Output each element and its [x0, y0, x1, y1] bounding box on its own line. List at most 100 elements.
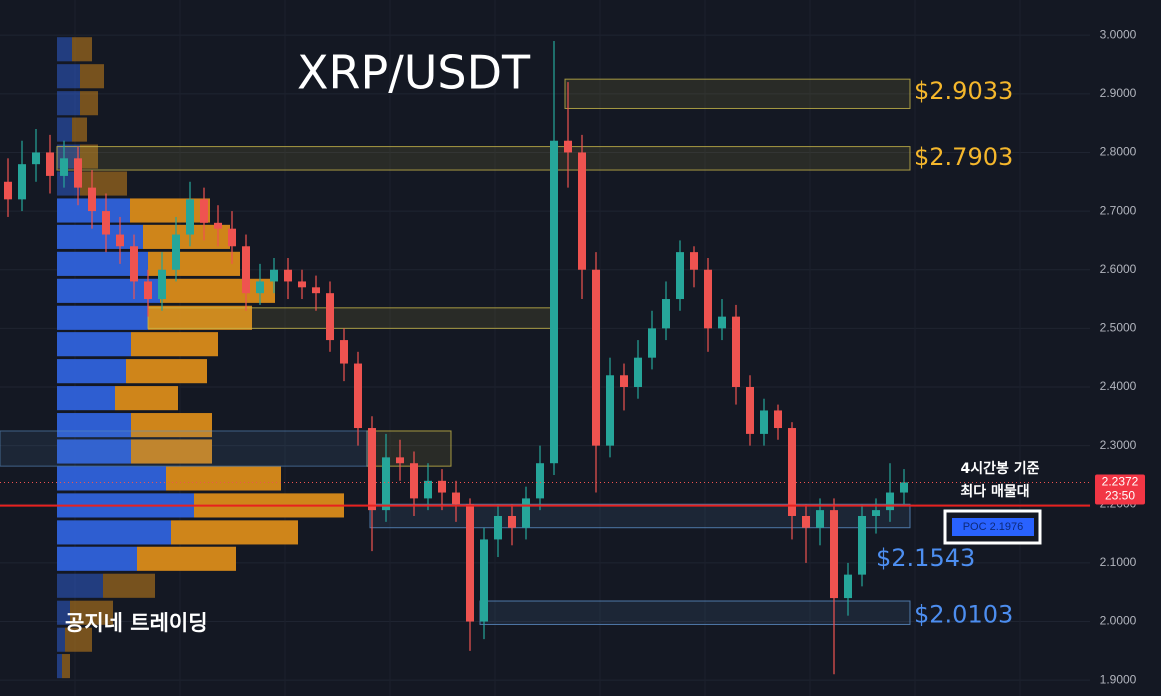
y-tick-label: 2.0000: [1100, 614, 1137, 628]
profile-buy: [57, 359, 126, 384]
profile-sell: [148, 305, 252, 330]
profile-sell: [131, 439, 212, 464]
level-label: $2.7903: [914, 143, 1013, 171]
last-price-label: 2.2372: [1102, 475, 1139, 489]
profile-sell: [80, 91, 98, 116]
candle-body: [130, 246, 138, 282]
candle-body: [564, 140, 572, 153]
y-tick-label: 2.5000: [1100, 321, 1137, 335]
candle-body: [536, 463, 544, 499]
candle-body: [144, 281, 152, 300]
candle-body: [368, 428, 376, 511]
candle-body: [172, 234, 180, 270]
zone-extension: [0, 430, 368, 467]
profile-buy: [57, 600, 70, 625]
profile-sell: [103, 573, 155, 598]
zone: [147, 307, 554, 329]
profile-buy: [57, 439, 131, 464]
candle-body: [522, 498, 530, 528]
candle-body: [186, 199, 194, 235]
candle-body: [242, 246, 250, 294]
profile-sell: [131, 413, 212, 438]
y-tick-label: 2.7000: [1100, 203, 1137, 217]
candle-body: [704, 269, 712, 329]
candle-body: [760, 410, 768, 434]
level-label: $2.0103: [914, 600, 1013, 628]
candle-body: [494, 515, 502, 540]
profile-buy: [57, 64, 80, 89]
candle-body: [18, 164, 26, 200]
candle-body: [326, 293, 334, 341]
profile-sell: [130, 198, 210, 223]
zones: [0, 78, 911, 625]
candle-body: [298, 281, 306, 288]
profile-sell: [70, 600, 113, 625]
watermark: 공지네 트레이딩: [65, 611, 208, 635]
profile-buy: [57, 117, 72, 142]
candle-body: [116, 234, 124, 247]
annotation-line: 4시간봉 기준: [960, 460, 1039, 477]
candle-body: [872, 510, 880, 516]
profile-sell: [166, 466, 281, 491]
profile-sell: [171, 520, 298, 545]
candle-body: [662, 299, 670, 329]
candle-body: [550, 140, 558, 464]
candle-body: [354, 363, 362, 429]
candle-body: [452, 492, 460, 505]
profile-buy: [57, 627, 65, 652]
profile-buy: [57, 91, 80, 116]
candle-body: [732, 316, 740, 387]
candle-body: [900, 482, 908, 493]
y-tick-label: 1.9000: [1100, 672, 1137, 686]
y-tick-label: 2.1000: [1100, 555, 1137, 569]
profile-buy: [57, 305, 148, 330]
candle-body: [88, 187, 96, 212]
profile-buy: [57, 278, 160, 303]
candle-body: [634, 357, 642, 387]
candle-body: [382, 457, 390, 511]
candle-body: [774, 410, 782, 429]
profile-buy: [57, 224, 143, 249]
profile-buy: [57, 520, 171, 545]
candle-body: [620, 375, 628, 387]
candle-body: [340, 340, 348, 364]
candle-body: [396, 457, 404, 464]
y-tick-label: 3.0000: [1100, 27, 1137, 41]
zone: [479, 600, 911, 625]
profile-buy: [57, 573, 103, 598]
candle-body: [424, 480, 432, 499]
y-tick-label: 2.4000: [1100, 379, 1137, 393]
countdown-label: 23:50: [1105, 489, 1135, 503]
candle-body: [438, 480, 446, 493]
profile-sell: [72, 37, 92, 62]
candle-body: [802, 515, 810, 528]
poc-tag: [952, 518, 1034, 536]
profile-buy: [57, 546, 137, 571]
candle-body: [270, 269, 278, 282]
profile-buy: [57, 37, 72, 62]
candle-body: [788, 428, 796, 516]
profile-sell: [62, 654, 70, 679]
candle-body: [74, 158, 82, 188]
level-label: $2.9033: [914, 77, 1013, 105]
chart-title: XRP/USDT: [297, 46, 531, 100]
candles: [4, 41, 908, 675]
profile-sell: [160, 278, 275, 303]
candle-body: [256, 281, 264, 294]
candle-body: [844, 574, 852, 599]
profile-buy: [57, 413, 131, 438]
candle-body: [606, 375, 614, 446]
candle-body: [718, 316, 726, 329]
zone: [564, 78, 911, 109]
y-tick-label: 2.6000: [1100, 262, 1137, 276]
profile-sell: [137, 546, 236, 571]
zone: [56, 146, 911, 171]
candle-body: [60, 158, 68, 176]
profile-buy: [57, 466, 166, 491]
candle-body: [648, 328, 656, 358]
candle-body: [676, 252, 684, 300]
candle-body: [466, 504, 474, 622]
zone: [369, 503, 911, 529]
profile-sell: [72, 117, 87, 142]
